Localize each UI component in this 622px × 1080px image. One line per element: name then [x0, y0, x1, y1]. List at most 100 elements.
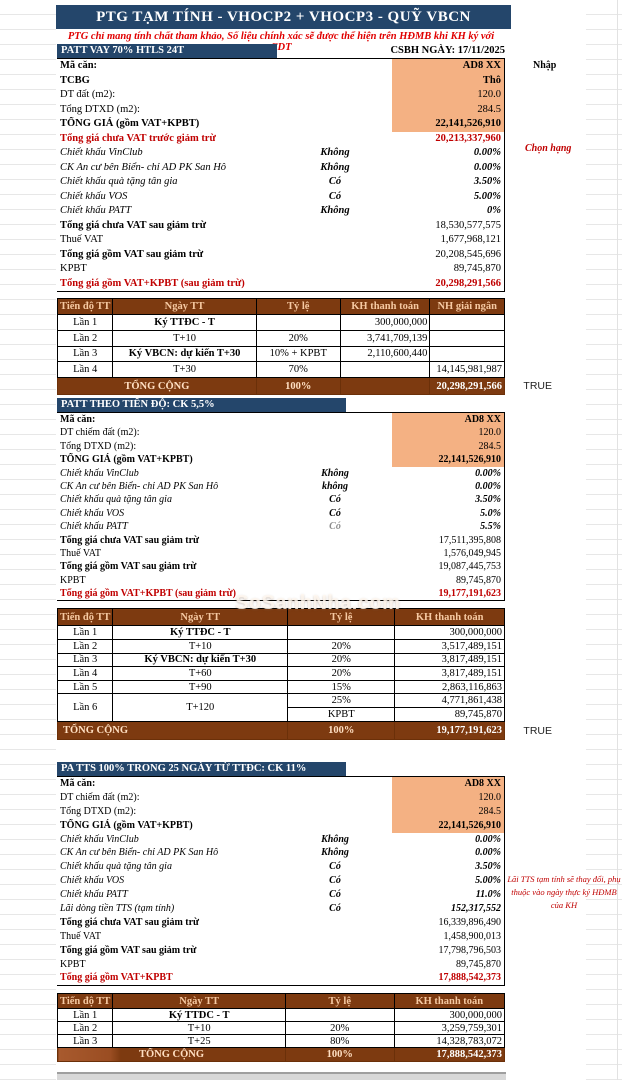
column-header: Tỷ lệ	[284, 993, 395, 1010]
section-title-bar: PA TTS 100% TRONG 25 NGÀY TỪ TTĐC: CK 11…	[57, 762, 346, 776]
table-cell	[429, 329, 505, 347]
info-row: TỔNG GIÁ (gồm VAT+KPBT) 22,141,526,910	[57, 453, 504, 467]
row-label: Chiết khấu VOS	[60, 875, 125, 887]
discount-toggle[interactable]: Có	[329, 903, 341, 915]
column-header: Ngày TT	[112, 993, 286, 1010]
column-header: KH thanh toán	[394, 608, 505, 627]
column-header: Tiến độ TT	[56, 298, 114, 315]
mid-spacer	[278, 132, 392, 147]
discount-toggle[interactable]: Có	[328, 176, 342, 187]
row-value: 0.00%	[475, 847, 501, 859]
row-value: 89,745,870	[453, 263, 501, 274]
discount-toggle[interactable]: Có	[329, 889, 341, 901]
mid-spacer	[278, 930, 392, 944]
gridline-vertical	[617, 0, 618, 1080]
watermark: SoSanhNha.com	[235, 592, 401, 614]
discount-toggle[interactable]: Có	[329, 875, 341, 887]
row-label: CK An cư bên Biển- chỉ AD PK San Hô	[60, 847, 219, 859]
info-row: CK An cư bên Biển- chỉ AD PK San Hô Không…	[57, 846, 504, 860]
mid-spacer	[278, 958, 392, 972]
input-cell[interactable]: Thô	[392, 73, 504, 88]
discount-toggle[interactable]: Không	[320, 147, 350, 158]
table-body: Lần 1 Ký TTDC - T 300,000,000 Lần 2 T+10 20% 3…	[56, 1008, 506, 1063]
table-cell: 3,259,759,301	[393, 1021, 506, 1036]
row-value: 3.50%	[475, 861, 501, 873]
discount-toggle[interactable]: không	[321, 480, 349, 492]
row-label: Tổng giá gồm VAT sau giảm trừ	[60, 944, 197, 956]
table-cell: Lần 4	[56, 361, 114, 379]
info-row: Tổng giá chưa VAT trước giảm trừ 20,213,3…	[57, 132, 504, 147]
header-row: Tiến độ TT Ngày TT Tỷ lệ KH thanh toán NH gi…	[56, 298, 505, 315]
row-value: 17,798,796,503	[438, 944, 502, 956]
row-label: Chiết khấu VinClub	[60, 833, 139, 845]
info-row: Tổng giá chưa VAT sau giảm trừ 18,530,577…	[57, 219, 504, 234]
row-label: Chiết khấu VinClub	[60, 467, 139, 479]
row-value: 18,530,577,575	[435, 219, 501, 231]
total-cell: 100%	[287, 720, 396, 740]
discount-toggle[interactable]: Có	[329, 861, 341, 873]
input-cell[interactable]: 284.5	[392, 102, 504, 117]
table-cell: 20%	[287, 652, 396, 668]
input-cell[interactable]: AD8 XX	[392, 777, 504, 791]
discount-toggle[interactable]: Không	[320, 161, 350, 173]
left-margin-gridlines	[0, 0, 56, 1080]
row-label: Mã căn:	[60, 414, 96, 425]
discount-toggle[interactable]: Không	[321, 467, 349, 479]
mid-spacer	[278, 74, 392, 89]
row-label: Chiết khấu VOS	[60, 507, 125, 519]
table-cell: Lần 3	[56, 1034, 114, 1049]
info-row: Chiết khấu VinClub Không 0.00%	[57, 146, 504, 161]
table-cell: Lần 2	[56, 639, 114, 654]
table-cell: 3,817,489,151	[394, 666, 505, 681]
table-cell: Ký VBCN: dự kiến T+30	[112, 345, 257, 363]
table-cell: 89,745,870	[394, 707, 505, 722]
table-row: Lần 3 Ký VBCN: dự kiến T+30 20% 3,817,489,1…	[56, 652, 505, 668]
row-label: Thuế VAT	[60, 547, 102, 559]
section-2: PATT THEO TIẾN ĐỘ: CK 5,5% Mã căn: AD8 XX D…	[56, 398, 552, 740]
input-cell[interactable]: 22,141,526,910	[392, 453, 504, 467]
table-cell: T+60	[112, 666, 289, 681]
discount-toggle[interactable]: Có	[329, 507, 341, 519]
input-cell[interactable]: 284.5	[392, 804, 504, 819]
discount-toggle[interactable]: Không	[321, 847, 349, 859]
mid-spacer	[278, 233, 392, 248]
input-cell[interactable]: 120.0	[392, 426, 504, 440]
table-row: Lần 6 T+120 25% 4,771,861,438	[56, 693, 505, 722]
input-cell[interactable]: 120.0	[392, 88, 504, 103]
input-cell[interactable]: 120.0	[392, 790, 504, 805]
table-cell: Lần 6	[56, 693, 114, 722]
mid-spacer	[278, 819, 392, 833]
discount-toggle[interactable]: Không	[320, 205, 350, 216]
info-row: Chiết khấu PATT Không 0%	[57, 204, 504, 219]
input-cell[interactable]: 284.5	[392, 439, 504, 454]
input-cell[interactable]: AD8 XX	[392, 413, 504, 427]
discount-toggle[interactable]: Không	[321, 833, 349, 845]
row-value: 5.5%	[480, 521, 501, 533]
mid-spacer	[278, 103, 392, 118]
row-label: TỔNG GIÁ (gồm VAT+KPBT)	[60, 819, 193, 831]
discount-toggle[interactable]: Có	[328, 190, 342, 202]
input-cell[interactable]: 22,141,526,910	[392, 117, 504, 132]
table-row: KPBT 89,745,870	[58, 707, 505, 722]
table-cell	[284, 1008, 395, 1023]
total-cell: 100%	[255, 377, 341, 396]
table-row: Lần 4 T+60 20% 3,817,489,151	[56, 666, 505, 681]
discount-toggle[interactable]: Có	[329, 521, 341, 533]
info-row: Mã căn: AD8 XX	[57, 413, 504, 427]
table-cell: Lần 2	[56, 1021, 114, 1036]
table-cell: 14,328,783,072	[393, 1034, 506, 1049]
table-cell: T+10	[112, 1021, 286, 1036]
info-row: Chiết khấu VOS Có 5.00%	[57, 190, 504, 205]
input-cell[interactable]: 22,141,526,910	[392, 818, 504, 833]
table-cell: 15%	[287, 679, 396, 695]
input-cell[interactable]: AD8 XX	[392, 59, 504, 74]
row-value: 17,511,395,808	[438, 534, 501, 546]
row-value: 3.50%	[475, 494, 501, 506]
row-label: KPBT	[60, 958, 86, 970]
info-row: Chiết khấu quà tặng tân gia Có 3.50%	[57, 493, 504, 506]
table-cell: 25%	[287, 693, 396, 709]
discount-toggle[interactable]: Có	[329, 494, 341, 506]
mid-spacer	[278, 426, 392, 439]
row-value: 20,298,291,566	[435, 277, 501, 289]
table-cell: Lần 1	[56, 1008, 114, 1023]
